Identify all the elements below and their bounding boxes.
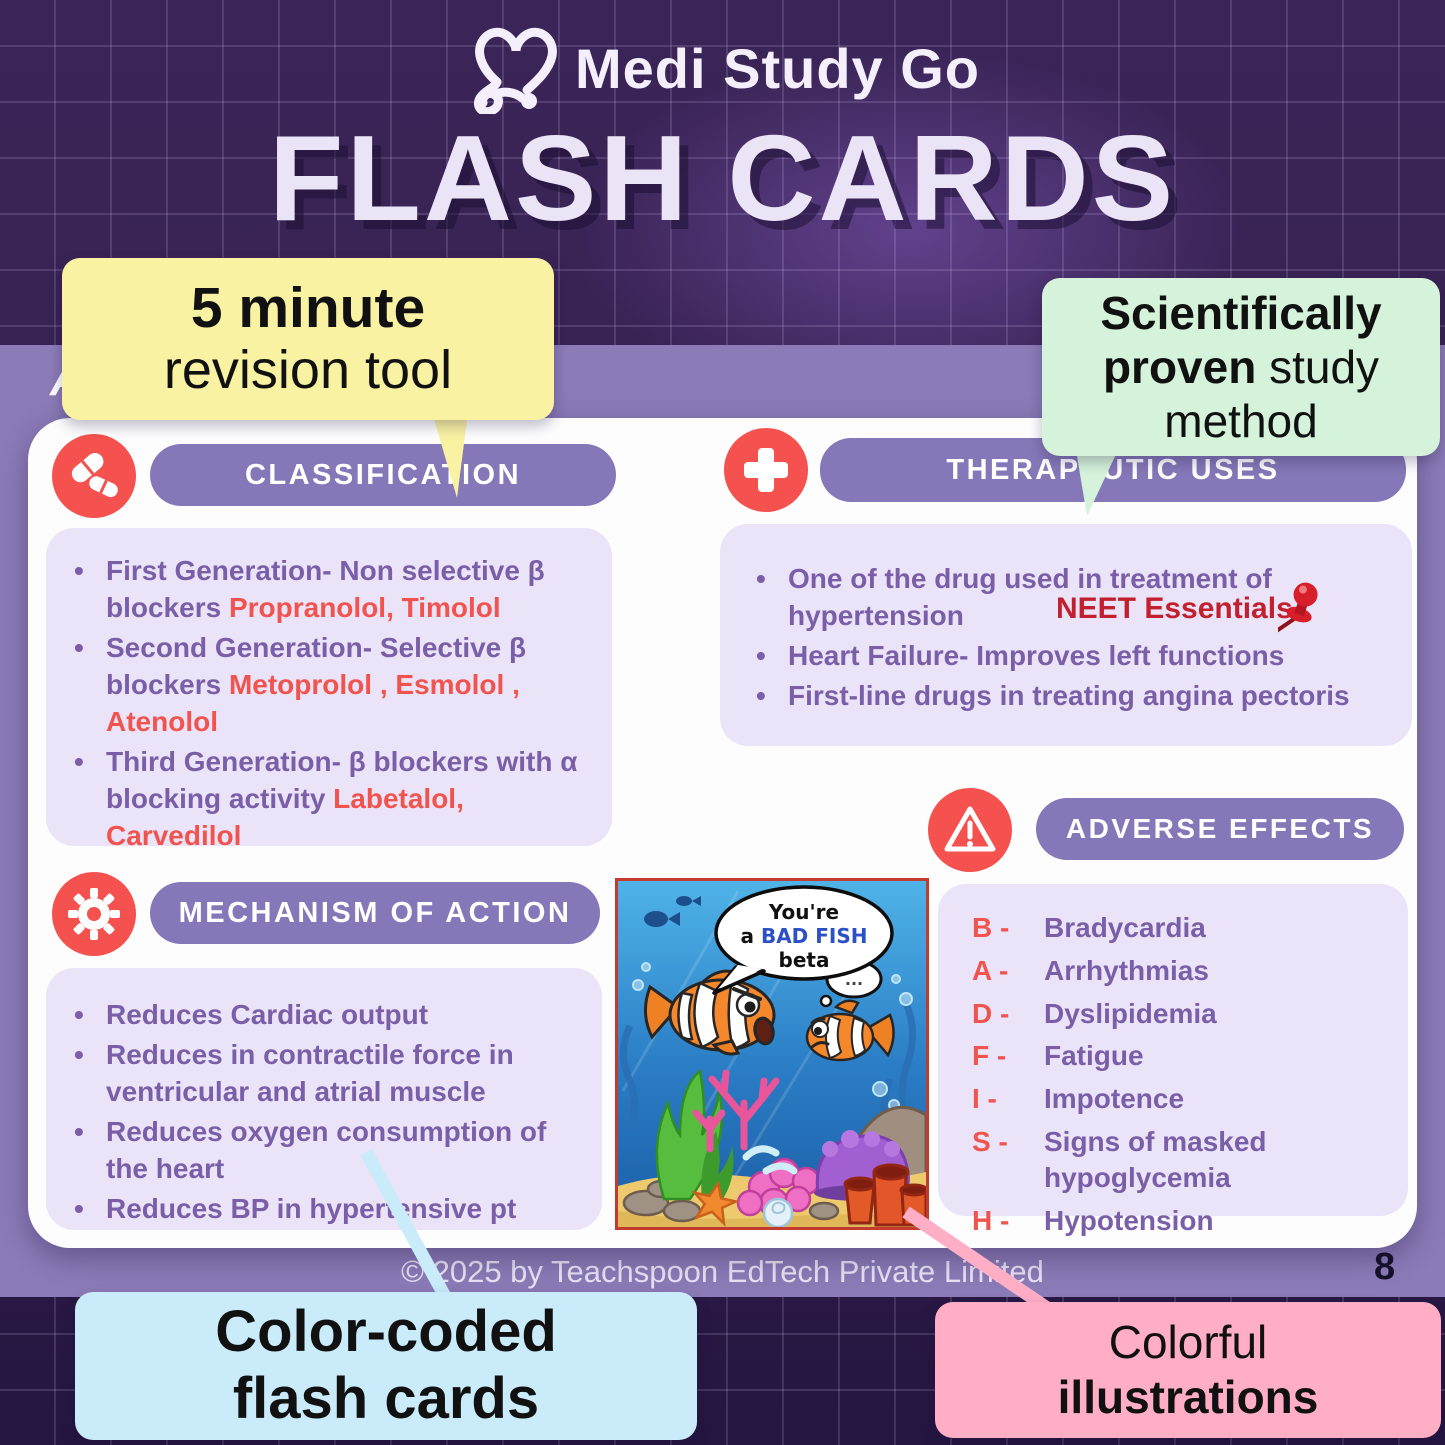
- classification-box: First Generation- Non selective β blocke…: [46, 528, 612, 851]
- therapeutic-list: One of the drug used in treatment of hyp…: [744, 561, 1400, 715]
- callout-revision-tool: 5 minute revision tool: [62, 258, 554, 420]
- medical-cross-icon: [724, 428, 808, 512]
- bubble-line1: You're: [768, 900, 839, 924]
- therapeutic-box: One of the drug used in treatment of hyp…: [720, 524, 1412, 746]
- callout-text: proven: [1102, 340, 1257, 393]
- callout-proven-method: Scientifically proven study method: [1042, 278, 1440, 456]
- bubble-line2-pre: a: [740, 924, 760, 948]
- warning-icon: [928, 788, 1012, 872]
- pink-coral: [692, 1069, 780, 1153]
- bullet-item: Heart Failure- Improves left functions: [744, 638, 1400, 675]
- bubble-line3: beta: [779, 948, 830, 972]
- bullet-item: Reduces Cardiac output: [62, 997, 592, 1034]
- acronym-text: Signs of masked hypoglycemia: [1044, 1126, 1267, 1193]
- callout-text: Color-coded: [215, 1299, 557, 1365]
- callout-text: illustrations: [1057, 1371, 1319, 1423]
- shell: [762, 1197, 794, 1229]
- callout-text: 5 minute: [190, 275, 426, 340]
- acronym-text: Bradycardia: [1044, 912, 1206, 943]
- bullet-item: Second Generation- Selective β blockers …: [62, 630, 598, 741]
- acronym-text: Fatigue: [1044, 1040, 1144, 1072]
- bubble-line2-highlight: BAD FISH: [761, 924, 868, 948]
- section-header-adverse: ADVERSE EFFECTS: [1036, 798, 1404, 860]
- adverse-box: B - Bradycardia A - Arrhythmias D - Dyslipide…: [938, 884, 1408, 1236]
- earpiece-dot: [521, 93, 537, 109]
- mechanism-box: Reduces Cardiac outputReduces in contrac…: [46, 968, 602, 1230]
- section-header-classification: CLASSIFICATION: [150, 444, 616, 506]
- copyright-text: © 2025 by Teachspoon EdTech Private Limi…: [401, 1254, 1044, 1289]
- acronym-letter: D -: [972, 997, 1010, 1029]
- pushpin-icon: [1275, 582, 1332, 645]
- acronym-text: Dyslipidemia: [1044, 997, 1217, 1029]
- callout-text: revision tool: [163, 340, 453, 401]
- page-number: 8: [1374, 1246, 1396, 1288]
- brand-name: Medi Study Go: [575, 37, 980, 100]
- bullet-item: First-line drugs in treating angina pect…: [744, 678, 1400, 715]
- acronym-letter: S -: [972, 1126, 1008, 1158]
- callout-text: Scientifically: [1100, 286, 1382, 339]
- bullet-item: Third Generation- β blockers with α bloc…: [62, 744, 598, 855]
- callout-text: Colorful: [1108, 1315, 1268, 1368]
- page-title: FLASH CARDS: [268, 110, 1177, 246]
- bullet-item: First Generation- Non selective β blocke…: [62, 553, 598, 627]
- callout-text: method: [1164, 395, 1318, 448]
- neet-essentials-badge: NEET Essentials: [1056, 592, 1293, 625]
- bullet-item: One of the drug used in treatment of hyp…: [744, 561, 1400, 635]
- callout-illustrations: Colorful illustrations: [935, 1302, 1441, 1438]
- speech-bubble-main: You're a BAD FISH beta: [712, 885, 894, 995]
- callout-color-coded: Color-coded flash cards: [75, 1292, 697, 1440]
- brand-logo: Medi Study Go: [0, 18, 1445, 119]
- acronym-letter: F -: [972, 1040, 1007, 1072]
- section-title: CLASSIFICATION: [244, 458, 522, 491]
- section-title: THERAPEUTIC USES: [946, 453, 1280, 486]
- acronym-text: Impotence: [1044, 1083, 1185, 1115]
- gear-icon: [52, 872, 136, 956]
- tube-sponges: [843, 1163, 929, 1227]
- fish-silhouettes: [644, 896, 701, 927]
- heart-stethoscope-icon: [465, 18, 557, 119]
- starfish: [691, 1180, 740, 1227]
- bullet-item: Reduces in contractile force in ventricu…: [62, 1037, 592, 1111]
- mechanism-list: Reduces Cardiac outputReduces in contrac…: [62, 997, 592, 1228]
- bullet-item: Reduces BP in hypertensive pt: [62, 1191, 592, 1228]
- small-clownfish: [805, 999, 895, 1062]
- clownfish-comic-illustration: ... You're a BAD FISH beta: [615, 878, 929, 1230]
- callout-text: study: [1256, 340, 1380, 393]
- acronym-letter: I -: [972, 1083, 997, 1115]
- section-title: MECHANISM OF ACTION: [178, 896, 572, 929]
- svg-text:a BAD FISH: a BAD FISH: [740, 924, 867, 948]
- bubble-small-text: ...: [845, 970, 863, 989]
- adverse-list: B - Bradycardia A - Arrhythmias D - Dyslipide…: [972, 910, 1398, 1239]
- big-clownfish: [644, 969, 776, 1056]
- acronym-text: Arrhythmias: [1044, 954, 1209, 986]
- acronym-letter: B -: [972, 912, 1010, 943]
- bullet-item: Reduces oxygen consumption of the heart: [62, 1114, 592, 1188]
- section-header-mechanism: MECHANISM OF ACTION: [150, 882, 600, 944]
- acronym-text: Hypotension: [1044, 1204, 1214, 1236]
- acronym-letter: A -: [972, 954, 1009, 986]
- acronym-letter: H -: [972, 1204, 1010, 1236]
- callout-text: flash cards: [232, 1366, 540, 1431]
- section-title: ADVERSE EFFECTS: [1065, 813, 1375, 844]
- classification-list: First Generation- Non selective β blocke…: [62, 553, 598, 855]
- pills-icon: [52, 434, 136, 518]
